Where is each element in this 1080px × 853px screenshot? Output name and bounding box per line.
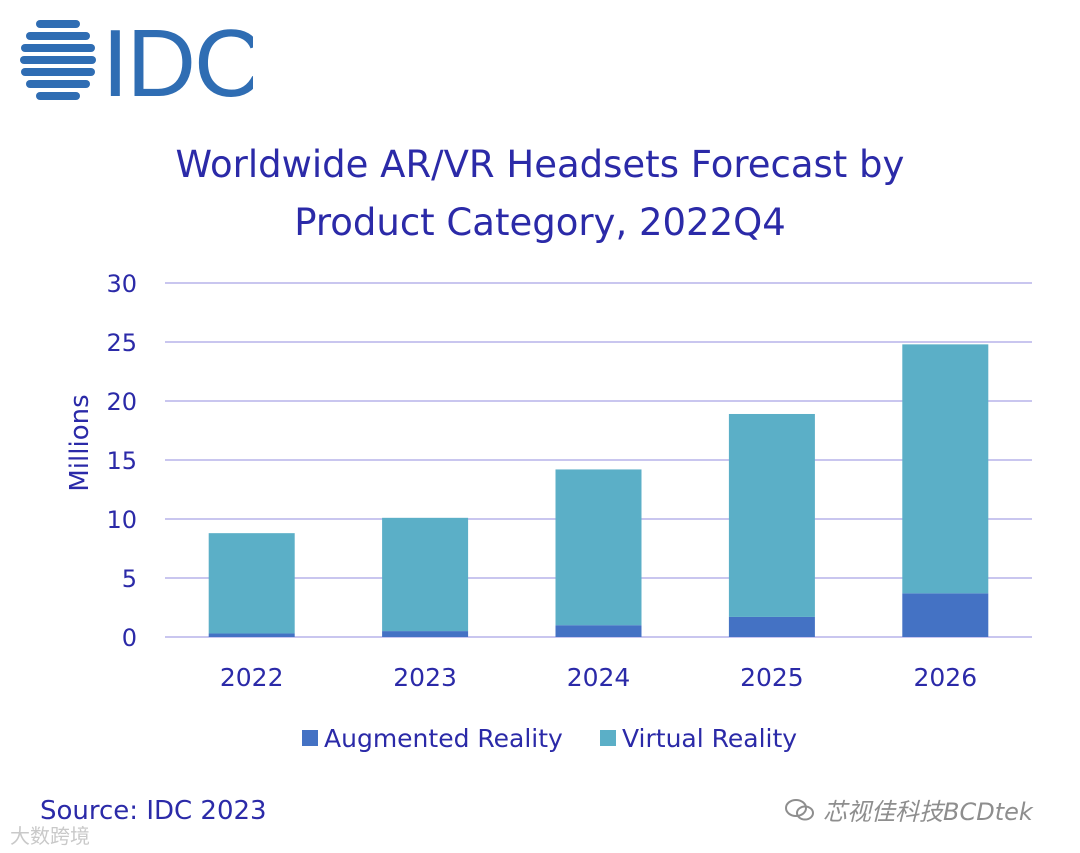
bar-augmented-reality [555, 625, 642, 637]
y-tick-label: 25 [106, 329, 137, 357]
legend-swatch [600, 730, 616, 746]
legend-label: Virtual Reality [622, 724, 797, 753]
wechat-icon [785, 798, 814, 820]
y-tick-label: 15 [106, 447, 137, 475]
logo-text: IDC [102, 16, 253, 104]
bar-virtual-reality [902, 344, 989, 594]
source-note: Source: IDC 2023 [40, 796, 267, 826]
watermark-text: 芯视佳科技BCDtek [823, 798, 1033, 826]
idc-logo: IDC [20, 16, 253, 104]
y-tick-label: 20 [106, 388, 137, 416]
y-tick-label: 30 [106, 270, 137, 298]
legend-swatch [302, 730, 318, 746]
bar-virtual-reality [208, 533, 295, 634]
bar-augmented-reality [208, 633, 295, 637]
bar-augmented-reality [382, 631, 469, 637]
bar-virtual-reality [728, 413, 815, 617]
bar-virtual-reality [382, 517, 469, 632]
x-tick-label: 2022 [220, 663, 284, 692]
x-tick-label: 2023 [393, 663, 457, 692]
y-tick-label: 0 [122, 624, 137, 652]
legend-label: Augmented Reality [324, 724, 563, 753]
chart-title-line-1: Worldwide AR/VR Headsets Forecast by [175, 143, 905, 186]
chart-title-line-2: Product Category, 2022Q4 [294, 201, 786, 244]
bar-augmented-reality [728, 616, 815, 637]
x-tick-label: 2025 [740, 663, 804, 692]
bar-augmented-reality [902, 593, 989, 637]
y-tick-label: 5 [122, 565, 137, 593]
watermark-secondary: 大数跨境 [10, 824, 90, 848]
bar-virtual-reality [555, 469, 642, 626]
watermark: 芯视佳科技BCDtek [785, 792, 1033, 827]
globe-icon [20, 20, 96, 100]
x-tick-label: 2026 [913, 663, 977, 692]
y-axis-label: Millions [65, 394, 95, 491]
x-tick-label: 2024 [567, 663, 631, 692]
chart-title: Worldwide AR/VR Headsets Forecast by Pro… [80, 136, 1000, 252]
y-tick-label: 10 [106, 506, 137, 534]
